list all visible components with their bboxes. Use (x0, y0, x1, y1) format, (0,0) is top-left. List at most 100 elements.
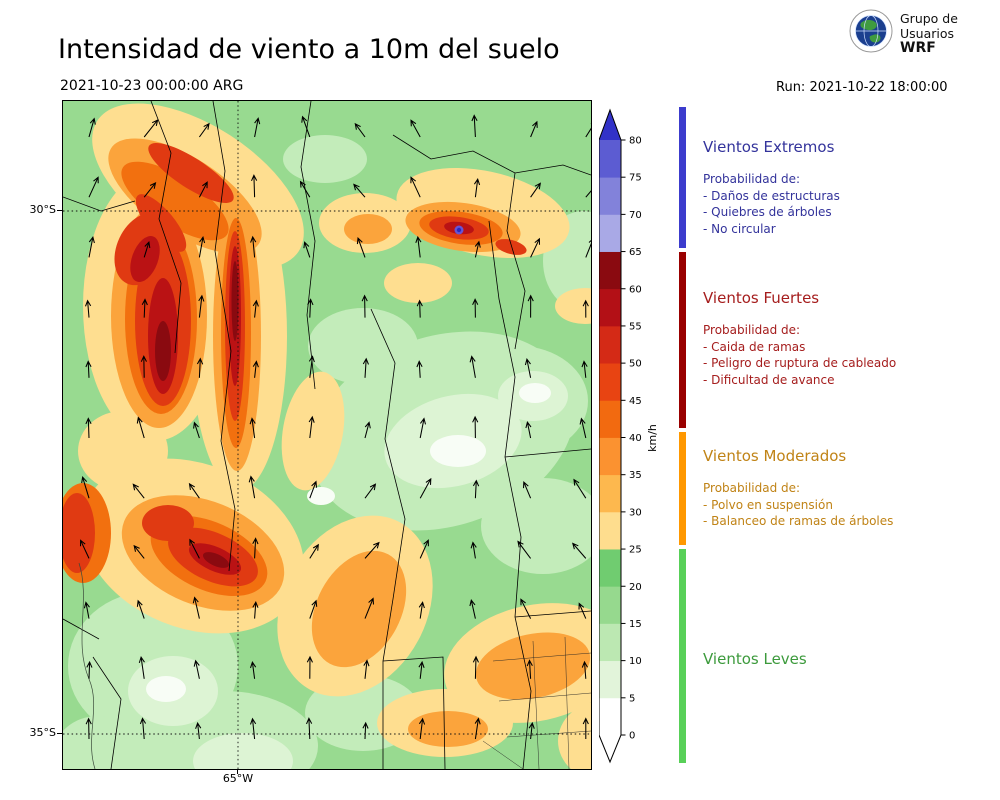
legend-body-extremos: Probabilidad de: - Daños de estructuras … (703, 171, 993, 237)
wind-arrow (249, 417, 256, 439)
colorbar-tick-label: 15 (629, 619, 642, 630)
wind-arrow (85, 299, 92, 318)
brand-line1: Grupo de (900, 10, 958, 26)
river-line (78, 562, 96, 769)
colorbar-unit-label: km/h (646, 424, 659, 452)
wind-arrow (520, 598, 532, 619)
wind-arrow (251, 174, 258, 198)
wind-arrow (193, 421, 200, 439)
wind-arrow (363, 659, 370, 679)
wind-arrow (581, 660, 588, 679)
wind-arrow (418, 660, 425, 679)
wind-arrow (252, 299, 259, 318)
wind-arrow (188, 482, 200, 499)
wind-arrow (471, 114, 478, 138)
wind-arrow (469, 599, 476, 619)
legend-line: Probabilidad de: (703, 481, 801, 495)
wind-arrow (364, 421, 371, 439)
wind-arrow (85, 360, 92, 378)
colorbar-tick-label: 25 (629, 545, 642, 556)
wind-arrow (138, 656, 145, 679)
wind-arrow (353, 183, 366, 198)
wind-arrow (356, 236, 366, 258)
legend-line: - Peligro de ruptura de cableado (703, 356, 897, 370)
wind-arrow (582, 299, 589, 318)
wind-arrow (528, 721, 535, 740)
lat-label-30s: 30°S (29, 203, 56, 216)
wind-arrow (143, 119, 159, 138)
page-title: Intensidad de viento a 10m del suelo (58, 34, 560, 66)
colorbar: 0 5 10 15 20 25 30 35 40 45 50 55 60 65 70 75 80 km/h (599, 108, 659, 764)
wind-arrow (250, 717, 257, 740)
legend-section-fuertes: Vientos Fuertes Probabilidad de: - Caida… (703, 289, 993, 388)
colorbar-tick-label: 20 (629, 582, 642, 593)
legend-line: - Quiebres de árboles (703, 205, 832, 219)
graticule (63, 101, 591, 769)
wind-arrow (416, 360, 423, 378)
province-borders (63, 101, 591, 769)
legend-section-leves: Vientos Leves (703, 650, 993, 668)
wind-arrow (415, 235, 422, 258)
colorbar-segment (599, 660, 621, 699)
wind-arrow (474, 717, 481, 740)
axis-tick (57, 210, 62, 211)
wind-arrow (248, 475, 256, 499)
wind-arrow (309, 480, 318, 499)
wind-arrow (473, 178, 481, 198)
colorbar-tick-label: 65 (629, 247, 642, 258)
colorbar-tick-label: 5 (629, 693, 635, 704)
legend-section-moderados: Vientos Moderados Probabilidad de: - Pol… (703, 447, 993, 530)
wind-arrow (303, 241, 311, 258)
legend-line: - Daños de estructuras (703, 188, 840, 203)
colorbar-segment (599, 511, 621, 550)
legend-line: - Polvo en suspensión (703, 497, 833, 512)
legend-line: - Balanceo de ramas de árboles (703, 514, 894, 528)
colorbar-segment (599, 586, 621, 624)
wind-arrow (410, 119, 421, 138)
wind-arrow (86, 660, 93, 679)
wind-arrow (522, 480, 532, 499)
colorbar-under-arrow (599, 735, 621, 762)
colorbar-segment (599, 549, 621, 587)
legend-title-leves: Vientos Leves (703, 650, 807, 668)
wind-arrow (582, 717, 589, 739)
wind-arrow (195, 721, 202, 740)
wind-arrow (416, 299, 423, 318)
wind-arrow (585, 190, 591, 198)
wind-arrow (140, 355, 147, 378)
wind-arrow (517, 540, 532, 559)
axis-tick (57, 733, 62, 734)
wind-arrow (410, 176, 421, 198)
legend-line: - Caida de ramas (703, 339, 806, 354)
wind-arrow (81, 476, 90, 499)
colorbar-segment (599, 140, 621, 178)
wind-arrow (585, 239, 591, 258)
wind-arrow (299, 180, 311, 198)
colorbar-segment (599, 251, 621, 290)
wind-arrow (364, 541, 380, 559)
wind-arrow (198, 294, 205, 318)
wind-arrows (79, 114, 591, 740)
wind-arrow (252, 360, 259, 378)
wind-arrow (309, 543, 319, 559)
map-canvas (63, 101, 591, 769)
colorbar-segment (599, 325, 621, 364)
colorbar-tick-label: 50 (629, 359, 642, 370)
wind-arrow (364, 597, 375, 619)
wind-arrow (469, 355, 476, 378)
legend-line: - No circular (703, 221, 776, 236)
colorbar-tick-label: 80 (629, 136, 642, 147)
wind-arrow (198, 122, 210, 138)
wind-arrow (474, 240, 481, 258)
colorbar-segment (599, 214, 621, 252)
lon-label-65w: 65°W (222, 772, 254, 785)
colorbar-segment (599, 474, 621, 513)
wind-arrow (419, 539, 429, 559)
wind-arrow (525, 421, 532, 439)
wind-arrow (143, 181, 157, 198)
colorbar-tick-label: 40 (629, 433, 642, 444)
wind-arrow (250, 235, 257, 258)
legend-title-moderados: Vientos Moderados (703, 447, 847, 465)
colorbar-tick-label: 10 (629, 656, 642, 667)
wind-arrow (192, 596, 200, 619)
